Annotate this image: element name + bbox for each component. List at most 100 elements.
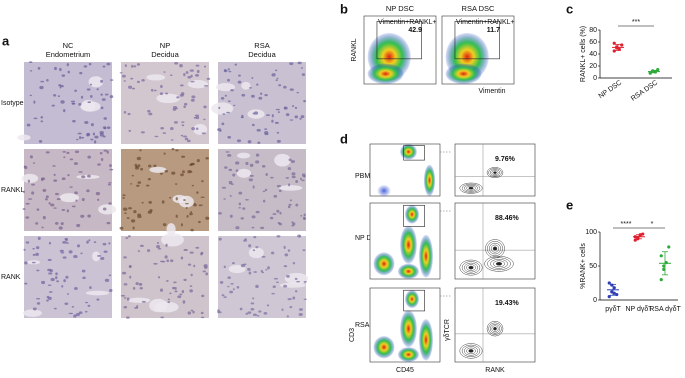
nucleus (56, 198, 61, 201)
nucleus (70, 100, 76, 103)
nucleus (247, 267, 251, 271)
tissue-lumen (80, 101, 101, 112)
nucleus (74, 191, 78, 195)
nucleus (137, 164, 141, 168)
tissue-image (21, 149, 117, 231)
nucleus (227, 78, 230, 82)
tissue-lumen (172, 194, 187, 204)
contour (490, 244, 500, 253)
tissue-lumen (85, 290, 110, 296)
nucleus (193, 264, 196, 268)
nucleus (256, 83, 259, 86)
contour (461, 344, 481, 358)
nucleus (228, 70, 232, 73)
nucleus (299, 177, 302, 181)
nucleus (287, 167, 292, 171)
cell-density (373, 336, 395, 359)
nucleus (247, 140, 252, 144)
nucleus (205, 216, 210, 220)
nucleus (101, 98, 106, 101)
nucleus (260, 226, 265, 230)
nucleus (141, 300, 146, 303)
nucleus (81, 269, 86, 273)
nucleus (119, 226, 124, 230)
data-point (641, 232, 645, 236)
nucleus (102, 242, 107, 246)
nucleus (169, 292, 172, 295)
nucleus (61, 284, 64, 288)
contour-plot (454, 202, 536, 280)
nucleus (78, 311, 83, 315)
nucleus (137, 250, 140, 253)
nucleus (264, 128, 268, 131)
nucleus (266, 304, 270, 307)
significance-label: **** (621, 221, 632, 228)
nucleus (250, 94, 255, 98)
data-point (662, 267, 666, 271)
cell-density (400, 225, 417, 264)
nucleus (230, 89, 234, 92)
nucleus (186, 139, 191, 143)
nucleus (291, 175, 296, 179)
nucleus (231, 262, 235, 265)
nucleus (181, 121, 185, 123)
nucleus (24, 165, 28, 170)
nucleus (53, 173, 56, 177)
nucleus (169, 196, 172, 199)
axis-label: CD45 (396, 367, 414, 374)
plot-title: RSA DSC (462, 4, 496, 13)
nucleus (294, 106, 298, 109)
nucleus (263, 312, 268, 315)
nucleus (147, 109, 151, 113)
data-point (612, 291, 616, 295)
nucleus (292, 261, 296, 265)
cell-density (373, 252, 395, 276)
nucleus (28, 198, 33, 200)
nucleus (90, 138, 94, 141)
nucleus (97, 198, 100, 201)
nucleus (189, 289, 193, 293)
nucleus (201, 180, 204, 183)
nucleus (50, 203, 55, 207)
nucleus (74, 89, 78, 92)
nucleus (138, 282, 143, 286)
tissue-image (17, 61, 114, 144)
cell-density (405, 205, 419, 224)
nucleus (261, 255, 266, 258)
nucleus (37, 236, 41, 241)
tissue-image (211, 61, 306, 145)
tissue-lumen (156, 93, 181, 104)
nucleus (86, 88, 91, 91)
row-label: PBMC (355, 173, 375, 180)
plot-frame (454, 143, 536, 197)
nucleus (53, 307, 57, 310)
nucleus (62, 151, 67, 153)
nucleus (106, 150, 109, 154)
flow-plot (369, 287, 441, 363)
nucleus (147, 177, 152, 181)
axis-label: RANK (485, 367, 505, 374)
nucleus (31, 191, 35, 195)
nucleus (206, 77, 211, 80)
nucleus (195, 64, 200, 67)
cell-density (367, 63, 404, 84)
significance-label: *** (632, 19, 640, 26)
data-point (653, 70, 657, 74)
x-tick-label: NP dγδT (625, 306, 653, 313)
nucleus (136, 80, 140, 83)
nucleus (63, 108, 66, 113)
nucleus (132, 286, 136, 290)
nucleus (78, 102, 82, 106)
nucleus (139, 244, 144, 247)
data-point (633, 238, 637, 242)
nucleus (55, 272, 58, 276)
nucleus (131, 64, 134, 68)
nucleus (180, 134, 184, 137)
contour (484, 255, 514, 272)
nucleus (86, 189, 90, 193)
nucleus (36, 269, 40, 272)
nucleus (265, 114, 271, 117)
contour (468, 265, 474, 270)
nucleus (160, 84, 163, 89)
contour (488, 322, 502, 335)
